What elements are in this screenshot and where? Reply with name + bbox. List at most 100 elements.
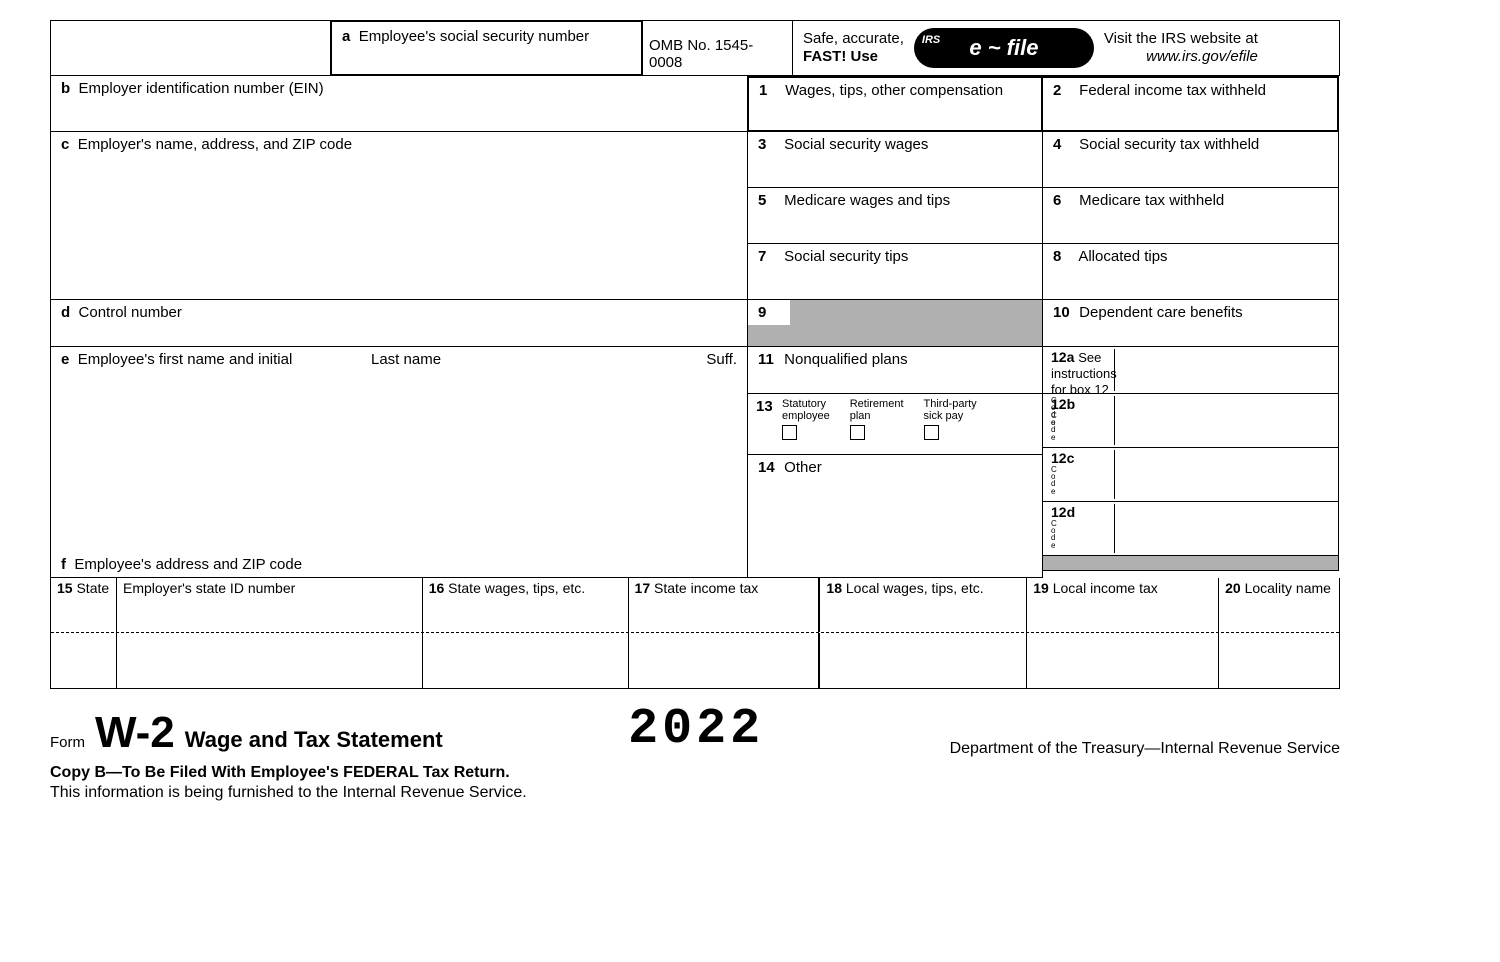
omb-box: OMB No. 1545-0008 (643, 20, 793, 76)
box-12c: 12c C o d e (1043, 448, 1339, 502)
department: Department of the Treasury—Internal Reve… (950, 740, 1340, 758)
box-1-num: 1 (759, 82, 781, 99)
box-b: b Employer identification number (EIN) (50, 76, 748, 132)
box-2-label: Federal income tax withheld (1079, 82, 1266, 99)
box-16: 16 State wages, tips, etc. (423, 578, 629, 632)
safe-line1: Safe, accurate, (803, 30, 904, 48)
checkbox-retirement[interactable] (850, 425, 865, 440)
box-e-suff: Suff. (706, 351, 737, 368)
box-15: 15 State Employer's state ID number (51, 578, 423, 632)
box-4-label: Social security tax withheld (1079, 136, 1259, 153)
box-15-label: Employer's state ID number (117, 578, 422, 632)
form-word: Form (50, 734, 85, 751)
visit-line2: www.irs.gov/efile (1104, 48, 1258, 66)
box-3: 3 Social security wages (747, 132, 1043, 188)
row-c-3to8: c Employer's name, address, and ZIP code… (50, 132, 1340, 300)
col-11-13-14: 11 Nonqualified plans 13 Statutory emplo… (747, 347, 1043, 578)
safe-text: Safe, accurate, FAST! Use (803, 30, 904, 66)
box-13-statutory: Statutory employee (782, 398, 830, 450)
box-3-label: Social security wages (784, 136, 928, 153)
box-b-label: Employer identification number (EIN) (79, 80, 324, 97)
box-c-label: Employer's name, address, and ZIP code (78, 136, 352, 153)
box-18: 18 Local wages, tips, etc. (820, 578, 1027, 632)
box-e-last: Last name (371, 351, 706, 368)
box-10: 10 Dependent care benefits (1043, 300, 1339, 347)
box-8-label: Allocated tips (1078, 248, 1167, 265)
box-17: 17 State income tax (629, 578, 821, 632)
box-20-row2 (1219, 633, 1339, 688)
form-title: Wage and Tax Statement (185, 727, 443, 753)
efile-box: Safe, accurate, FAST! Use IRS e ~ file V… (793, 20, 1340, 76)
col-4-6-8: 4 Social security tax withheld 6 Medicar… (1043, 132, 1339, 300)
omb-number: OMB No. 1545-0008 (649, 37, 786, 71)
footer: Form W-2 Wage and Tax Statement 2022 Dep… (50, 701, 1340, 802)
box-16-row2 (423, 633, 629, 688)
box-d-label: Control number (79, 304, 182, 321)
form-year: 2022 (628, 701, 764, 758)
box-19: 19 Local income tax (1027, 578, 1219, 632)
box-13: 13 Statutory employee Retirement plan Th… (747, 394, 1043, 455)
footer-row1: Form W-2 Wage and Tax Statement 2022 Dep… (50, 701, 1340, 758)
box-c-letter: c (61, 136, 69, 153)
w2-form: a Employee's social security number OMB … (50, 20, 1340, 802)
row-b-1-2: b Employer identification number (EIN) 1… (50, 76, 1340, 132)
box-13-retirement: Retirement plan (850, 398, 904, 450)
copy-b-line: Copy B—To Be Filed With Employee's FEDER… (50, 764, 1340, 782)
box-2: 2 Federal income tax withheld (1043, 76, 1339, 132)
box-12d: 12d C o d e (1043, 502, 1339, 556)
col-12abcd: 12a See instructions for box 12 C o d e … (1043, 347, 1339, 578)
box-4: 4 Social security tax withheld (1043, 132, 1339, 188)
row-d-9-10: d Control number 9 10 Dependent care ben… (50, 300, 1340, 347)
info-line: This information is being furnished to t… (50, 784, 1340, 802)
box-19-row2 (1027, 633, 1219, 688)
visit-text: Visit the IRS website at www.irs.gov/efi… (1104, 30, 1258, 66)
box-11-label: Nonqualified plans (784, 351, 907, 368)
box-e: e Employee's first name and initial Last… (51, 347, 747, 372)
box-13-thirdparty: Third-party sick pay (924, 398, 977, 450)
box-b-letter: b (61, 80, 70, 97)
box-15-row2 (51, 633, 423, 688)
header-blank (50, 20, 330, 76)
visit-line1: Visit the IRS website at (1104, 30, 1258, 48)
form-label: Form W-2 Wage and Tax Statement (50, 708, 443, 758)
header-row: a Employee's social security number OMB … (50, 20, 1340, 76)
state-rows: 15 State Employer's state ID number 16 S… (50, 578, 1340, 689)
box-a-label: Employee's social security number (359, 28, 589, 45)
box-7-label: Social security tips (784, 248, 908, 265)
box-f-label: Employee's address and ZIP code (74, 556, 302, 573)
box-7: 7 Social security tips (747, 244, 1043, 300)
checkbox-thirdparty[interactable] (924, 425, 939, 440)
box-12a: 12a See instructions for box 12 C o d e (1043, 347, 1339, 394)
efile-irs: IRS (922, 34, 940, 46)
box-12b: 12b C o d e (1043, 394, 1339, 448)
box-c: c Employer's name, address, and ZIP code (50, 132, 748, 300)
box-10-label: Dependent care benefits (1079, 304, 1242, 321)
state-row-2 (51, 633, 1339, 688)
box-8: 8 Allocated tips (1043, 244, 1339, 300)
box-20: 20 Locality name (1219, 578, 1339, 632)
state-row-1: 15 State Employer's state ID number 16 S… (51, 578, 1339, 633)
box-18-row2 (820, 633, 1027, 688)
box-a: a Employee's social security number (330, 20, 643, 76)
box-6: 6 Medicare tax withheld (1043, 188, 1339, 244)
box-12-gray (1043, 556, 1339, 571)
box-d: d Control number (50, 300, 748, 347)
box-e-first: Employee's first name and initial (78, 351, 293, 368)
box-1-label: Wages, tips, other compensation (785, 82, 1003, 99)
box-1: 1 Wages, tips, other compensation (747, 76, 1043, 132)
box-2-num: 2 (1053, 82, 1075, 99)
col-3-5-7: 3 Social security wages 5 Medicare wages… (748, 132, 1043, 300)
checkbox-statutory[interactable] (782, 425, 797, 440)
box-17-row2 (629, 633, 821, 688)
box-5: 5 Medicare wages and tips (747, 188, 1043, 244)
box-6-label: Medicare tax withheld (1079, 192, 1224, 209)
safe-line2: FAST! Use (803, 48, 904, 66)
form-code: W-2 (95, 708, 175, 758)
row-ef-mid-12: e Employee's first name and initial Last… (50, 347, 1340, 578)
box-f: f Employee's address and ZIP code (61, 556, 302, 573)
efile-logo: IRS e ~ file (914, 28, 1094, 68)
box-14-label: Other (784, 459, 822, 476)
box-5-label: Medicare wages and tips (784, 192, 950, 209)
box-a-letter: a (342, 28, 350, 45)
efile-text: e ~ file (969, 35, 1038, 61)
